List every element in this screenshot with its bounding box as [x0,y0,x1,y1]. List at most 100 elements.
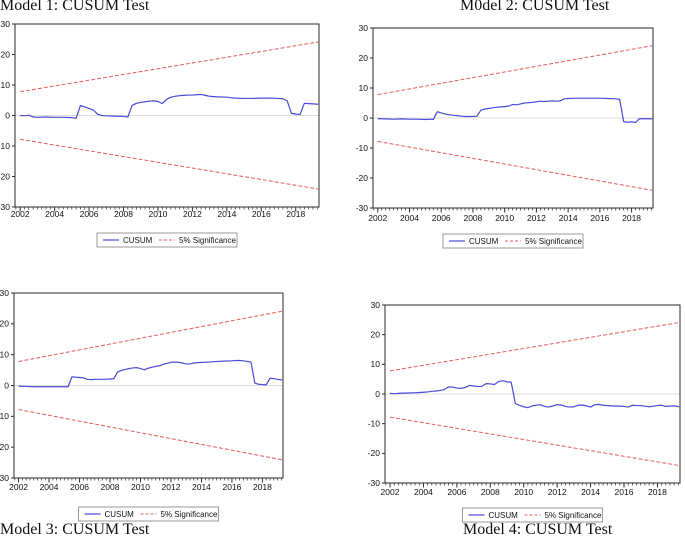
chart-panel-model-4: Model 4: CUSUM Test 30 20 10 0 -10 -20 -30 2002… [343,270,685,543]
x-tick-label: 2010 [514,487,533,497]
x-tick-label: 2018 [286,209,305,219]
legend: CUSUM 5% Significance [96,232,238,248]
y-axis-ticks: 30 20 10 0 -10 -20 -30 [0,19,15,212]
y-tick-label: 10 [371,359,381,369]
y-tick-label: -20 [356,173,369,183]
x-tick-label: 2012 [162,482,181,492]
x-axis-ticks: 2002 2004 2006 2008 2010 2012 2014 2016 2018 [9,478,272,492]
x-tick-label: 2016 [222,482,241,492]
x-tick-label: 2008 [101,482,120,492]
y-axis-ticks: 30 20 10 0 -10 -20 -30 [368,300,385,488]
y-tick-label: 20 [0,319,9,329]
y-tick-label: 20 [371,329,381,339]
x-tick-label: 2004 [45,209,64,219]
x-axis-minor-ticks [14,478,282,481]
y-tick-label: 10 [0,349,9,359]
x-tick-label: 2004 [40,482,59,492]
y-tick-label: 0 [363,113,368,123]
x-axis-ticks: 2002 2004 2006 2008 2010 2012 2014 2016 2018 [11,207,305,219]
x-tick-label: 2006 [447,487,466,497]
legend-cusum-label: CUSUM [469,237,499,246]
y-tick-label: -10 [0,411,9,421]
legend-significance-label: 5% Significance [161,510,218,519]
y-tick-label: 20 [1,49,11,59]
significance-upper-line [389,322,680,372]
chart-panel-model-1: Model 1: CUSUM Test 30 20 10 0 -10 -20 -302002… [0,0,342,252]
x-axis-minor-ticks [373,208,652,211]
legend-cusum-label: CUSUM [123,236,153,245]
legend-significance-label: 5% Significance [179,236,236,245]
y-tick-label: 30 [359,23,369,33]
cusum-chart-model-3: 3020100-10-20-30200220042006200820102012… [0,288,284,522]
legend: CUSUM 5% Significance [442,233,584,249]
y-tick-label: -30 [0,202,10,212]
y-tick-label: -20 [0,171,10,181]
x-tick-label: 2018 [253,482,272,492]
y-tick-label: -10 [368,418,381,428]
x-tick-label: 2016 [252,209,271,219]
significance-upper-line [18,310,283,362]
cusum-line [389,380,680,409]
y-tick-label: -30 [356,203,369,213]
x-tick-label: 2008 [114,209,133,219]
y-tick-label: -10 [356,143,369,153]
significance-lower-line [20,138,319,190]
legend: CUSUM 5% Significance [462,507,603,523]
x-tick-label: 2010 [495,213,514,223]
x-axis-ticks: 2002 2004 2006 2008 2010 2012 2014 2016 2018 [381,483,667,497]
y-tick-label: 0 [5,110,10,120]
x-tick-label: 2018 [622,213,641,223]
chart-title-model-1: Model 1: CUSUM Test [0,0,150,14]
y-tick-label: 0 [375,389,380,399]
x-tick-label: 2014 [581,487,600,497]
cusum-chart-model-1: 3020100-10-20-30200220042006200820102012… [0,19,320,248]
y-tick-label: 10 [359,83,369,93]
x-tick-label: 2018 [648,487,667,497]
x-tick-label: 2004 [400,213,419,223]
x-tick-label: 2004 [414,487,433,497]
x-tick-label: 2002 [381,487,400,497]
x-tick-label: 2008 [481,487,500,497]
cusum-line [18,359,283,388]
y-axis-ticks: 30 20 10 0 -10 -20 -30 [0,288,14,483]
y-tick-label: 30 [1,19,11,29]
x-tick-label: 2010 [131,482,150,492]
y-tick-label: 30 [371,300,381,310]
y-tick-label: -10 [0,141,10,151]
chart-title-model-4: Model 4: CUSUM Test [463,521,613,538]
x-axis-ticks: 2002 2004 2006 2008 2010 2012 2014 2016 2018 [368,208,641,223]
y-tick-label: -30 [368,478,381,488]
x-tick-label: 2016 [590,213,609,223]
cusum-line [377,97,653,124]
x-tick-label: 2006 [80,209,99,219]
x-tick-label: 2012 [548,487,567,497]
legend-cusum-label: CUSUM [105,510,135,519]
x-tick-label: 2014 [559,213,578,223]
x-tick-label: 2002 [9,482,28,492]
y-tick-label: 10 [1,80,11,90]
x-tick-label: 2016 [615,487,634,497]
x-tick-label: 2002 [368,213,387,223]
y-tick-label: 30 [0,288,9,298]
x-tick-label: 2002 [11,209,30,219]
x-tick-label: 2012 [527,213,546,223]
significance-lower-line [377,140,653,191]
cusum-line [20,93,319,119]
significance-lower-line [389,416,680,466]
y-tick-label: -20 [0,442,9,452]
chart-panel-model-2: M0del 2: CUSUM Test 30 20 10 0 -10 -20 -30 2002… [343,0,685,252]
x-tick-label: 2014 [217,209,236,219]
x-tick-label: 2014 [192,482,211,492]
legend-cusum-label: CUSUM [489,511,519,520]
y-axis-ticks: 30 20 10 0 -10 -20 -30 [356,23,373,213]
x-tick-label: 2012 [183,209,202,219]
y-tick-label: 20 [359,53,369,63]
chart-title-model-2: M0del 2: CUSUM Test [460,0,610,14]
legend-significance-label: 5% Significance [545,511,602,520]
x-tick-label: 2008 [463,213,482,223]
significance-upper-line [20,41,319,93]
y-tick-label: 0 [4,380,9,390]
legend-significance-label: 5% Significance [525,237,582,246]
